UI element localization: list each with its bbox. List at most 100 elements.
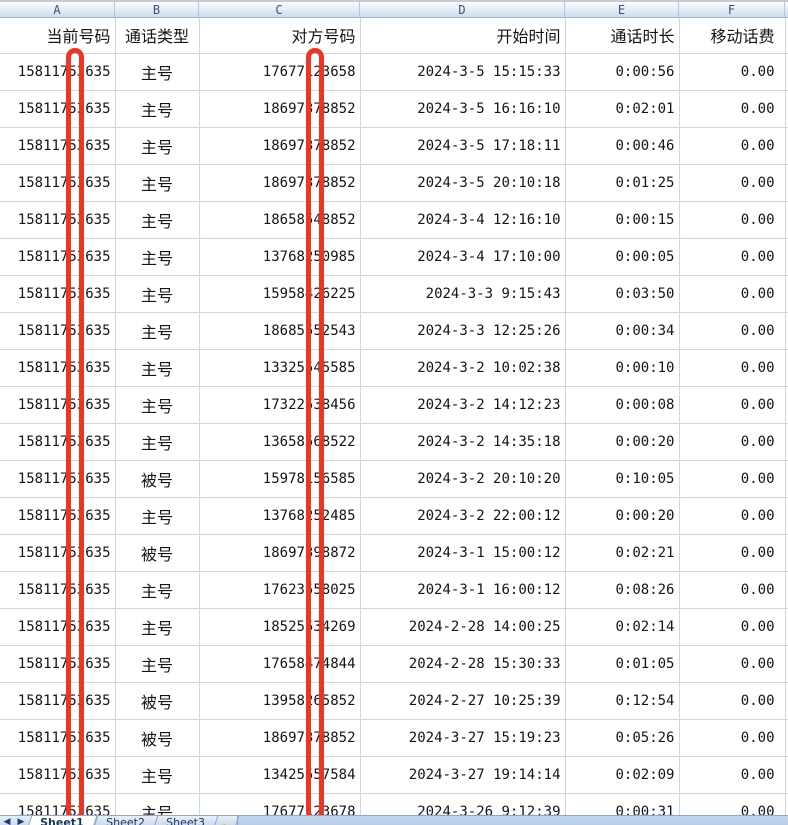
cell[interactable]: 2024-3-4 12:16:10: [360, 201, 566, 239]
header-cell[interactable]: 通话类型: [115, 18, 200, 54]
cell[interactable]: 0.00: [679, 423, 786, 461]
cell[interactable]: 0:00:15: [565, 201, 680, 239]
cell[interactable]: 18525534269: [199, 608, 361, 646]
tab-sheet1[interactable]: Sheet1: [24, 816, 97, 825]
cell[interactable]: 主号: [115, 497, 200, 535]
cell[interactable]: 13958265852: [199, 682, 361, 720]
cell[interactable]: 18685552543: [199, 312, 361, 350]
column-header-d[interactable]: D: [360, 2, 565, 17]
cell[interactable]: 0:00:20: [565, 423, 680, 461]
cell[interactable]: 0:02:21: [565, 534, 680, 572]
cell[interactable]: 2024-3-4 17:10:00: [360, 238, 566, 276]
cell[interactable]: 0.00: [679, 682, 786, 720]
tab-sheet2[interactable]: Sheet2: [90, 816, 158, 825]
cell[interactable]: 2024-3-2 10:02:38: [360, 349, 566, 387]
cell[interactable]: 2024-3-27 15:19:23: [360, 719, 566, 757]
cell[interactable]: 15811753635: [0, 312, 116, 350]
column-header-f[interactable]: F: [679, 2, 785, 17]
cell[interactable]: 15811753635: [0, 608, 116, 646]
next-sheet-button[interactable]: ▶: [17, 817, 25, 825]
cell[interactable]: 13425557584: [199, 756, 361, 794]
cell[interactable]: 0:02:09: [565, 756, 680, 794]
cell[interactable]: 18658548852: [199, 201, 361, 239]
cell[interactable]: 2024-3-5 16:16:10: [360, 90, 566, 128]
cell[interactable]: 主号: [115, 645, 200, 683]
cell[interactable]: 主号: [115, 571, 200, 609]
cell[interactable]: 15811753635: [0, 460, 116, 498]
cell[interactable]: 2024-3-5 15:15:33: [360, 53, 566, 91]
header-cell[interactable]: 移动话费: [679, 18, 786, 54]
cell[interactable]: 主号: [115, 756, 200, 794]
cell[interactable]: 0:01:05: [565, 645, 680, 683]
cell[interactable]: 15811753635: [0, 53, 116, 91]
cell[interactable]: 13325545585: [199, 349, 361, 387]
cell[interactable]: 2024-3-5 20:10:18: [360, 164, 566, 202]
cell[interactable]: 0:01:25: [565, 164, 680, 202]
cell[interactable]: 15811753635: [0, 386, 116, 424]
cell[interactable]: 主号: [115, 423, 200, 461]
cell[interactable]: 2024-3-27 19:14:14: [360, 756, 566, 794]
cell[interactable]: 0.00: [679, 497, 786, 535]
cell[interactable]: 0.00: [679, 534, 786, 572]
cell[interactable]: 2024-3-1 16:00:12: [360, 571, 566, 609]
cell[interactable]: 15811753635: [0, 349, 116, 387]
cell[interactable]: 18697378852: [199, 164, 361, 202]
cell[interactable]: 0.00: [679, 386, 786, 424]
cell[interactable]: 0.00: [679, 164, 786, 202]
cell[interactable]: 被号: [115, 719, 200, 757]
cell[interactable]: 主号: [115, 608, 200, 646]
cell[interactable]: 0:12:54: [565, 682, 680, 720]
cell[interactable]: 0.00: [679, 719, 786, 757]
cell[interactable]: 0:00:20: [565, 497, 680, 535]
cell[interactable]: 0.00: [679, 90, 786, 128]
cell[interactable]: 0:10:05: [565, 460, 680, 498]
cell[interactable]: 15811753635: [0, 90, 116, 128]
cell[interactable]: 2024-3-2 22:00:12: [360, 497, 566, 535]
cell[interactable]: 0:00:08: [565, 386, 680, 424]
cell[interactable]: 2024-3-2 14:12:23: [360, 386, 566, 424]
cell[interactable]: 13768250985: [199, 238, 361, 276]
cell[interactable]: 0.00: [679, 608, 786, 646]
tab-sheet3[interactable]: Sheet3: [151, 816, 219, 825]
cell[interactable]: 0:00:46: [565, 127, 680, 165]
prev-sheet-button[interactable]: ◀: [3, 817, 11, 825]
cell[interactable]: 主号: [115, 201, 200, 239]
cell[interactable]: 0:00:05: [565, 238, 680, 276]
cell[interactable]: 主号: [115, 312, 200, 350]
cell[interactable]: 18697378852: [199, 719, 361, 757]
cell[interactable]: 0.00: [679, 238, 786, 276]
cell[interactable]: 主号: [115, 164, 200, 202]
header-cell[interactable]: 通话时长: [565, 18, 680, 54]
column-header-a[interactable]: A: [0, 2, 115, 17]
cell[interactable]: 15811753635: [0, 201, 116, 239]
cell[interactable]: 2024-2-28 14:00:25: [360, 608, 566, 646]
cell[interactable]: 18697398872: [199, 534, 361, 572]
header-cell[interactable]: 当前号码: [0, 18, 116, 54]
cell[interactable]: 17623558025: [199, 571, 361, 609]
cell[interactable]: 主号: [115, 127, 200, 165]
cell[interactable]: 0:02:14: [565, 608, 680, 646]
cell[interactable]: 0.00: [679, 275, 786, 313]
cell[interactable]: 0.00: [679, 349, 786, 387]
cell[interactable]: 0.00: [679, 756, 786, 794]
cell[interactable]: 17322538456: [199, 386, 361, 424]
cell[interactable]: 2024-3-1 15:00:12: [360, 534, 566, 572]
horizontal-scrollbar[interactable]: [236, 816, 788, 825]
cell[interactable]: 15811753635: [0, 127, 116, 165]
cell[interactable]: 15811753635: [0, 423, 116, 461]
cell[interactable]: 主号: [115, 349, 200, 387]
cell[interactable]: 主号: [115, 53, 200, 91]
cell[interactable]: 15811753635: [0, 534, 116, 572]
cell[interactable]: 被号: [115, 534, 200, 572]
cell[interactable]: 17658474844: [199, 645, 361, 683]
cell[interactable]: 15958426225: [199, 275, 361, 313]
cell[interactable]: 0:00:10: [565, 349, 680, 387]
column-header-c[interactable]: C: [199, 2, 360, 17]
cell[interactable]: 15978156585: [199, 460, 361, 498]
cell[interactable]: 13658568522: [199, 423, 361, 461]
cell[interactable]: 主号: [115, 90, 200, 128]
cell[interactable]: 被号: [115, 460, 200, 498]
column-header-e[interactable]: E: [565, 2, 679, 17]
cell[interactable]: 主号: [115, 275, 200, 313]
cell[interactable]: 主号: [115, 238, 200, 276]
